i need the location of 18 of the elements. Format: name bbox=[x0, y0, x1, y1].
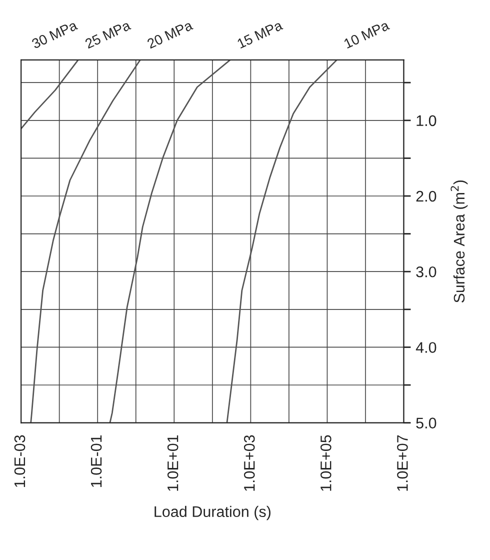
x-tick-label: 1.0E-01 bbox=[90, 435, 102, 487]
x-tick-label: 1.0E+07 bbox=[397, 435, 408, 491]
text: 20 MPa bbox=[146, 20, 194, 49]
x-tick-label: 1.0E+03 bbox=[244, 435, 255, 491]
text: 15 MPa bbox=[236, 20, 284, 49]
text: 30 MPa bbox=[31, 20, 78, 49]
y-tick-label: 3.0 bbox=[416, 266, 436, 278]
x-axis-title: Load Duration (s) bbox=[154, 506, 270, 520]
y-tick-label: 4.0 bbox=[416, 342, 436, 353]
y-tick-label: 1.0 bbox=[416, 115, 436, 126]
x-tick-label: 1.0E+05 bbox=[320, 435, 332, 491]
text: 10 MPa bbox=[343, 20, 390, 49]
y-tick-label: 2.0 bbox=[416, 190, 436, 202]
y-tick-label: 5.0 bbox=[416, 418, 436, 428]
text: 25 MPa bbox=[84, 20, 132, 49]
x-tick-label: 1.0E-03 bbox=[14, 435, 26, 487]
x-tick-label: 1.0E+01 bbox=[167, 435, 178, 491]
y-axis-title: Surface Area (m$^{2}$) bbox=[450, 180, 468, 303]
